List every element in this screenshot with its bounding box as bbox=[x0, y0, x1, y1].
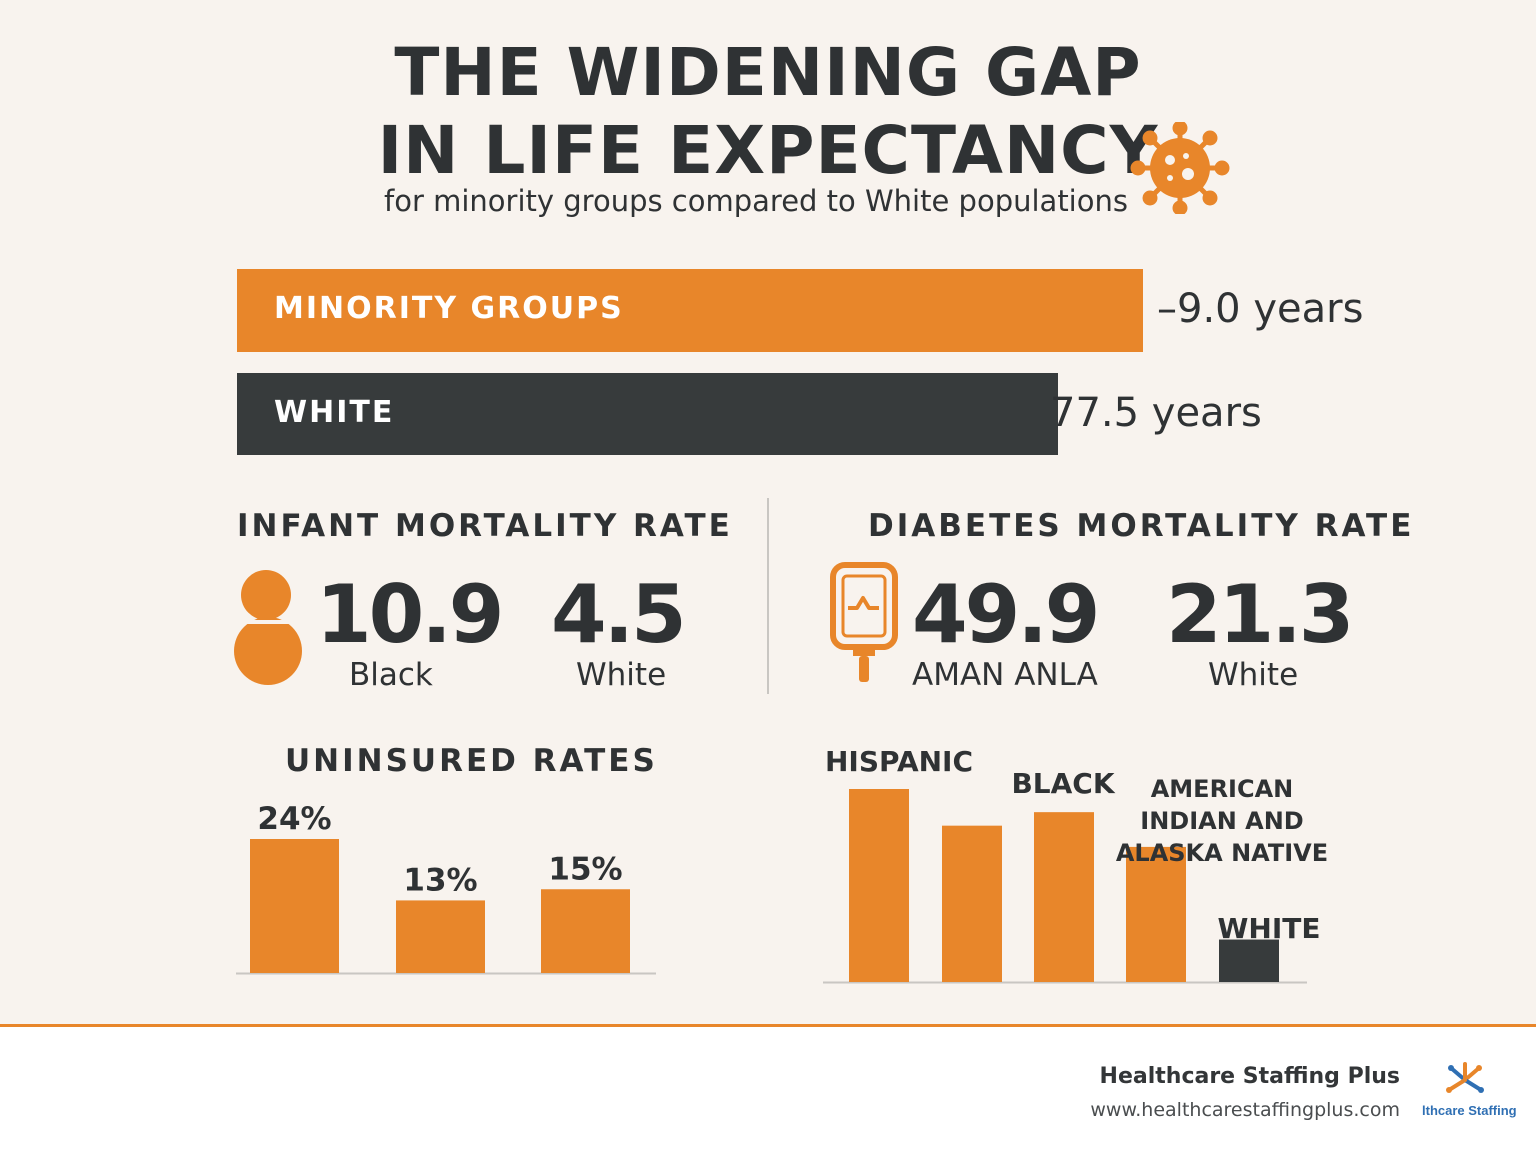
people-star-logo-icon bbox=[1446, 1062, 1484, 1093]
group-category-label: AMERICAN INDIAN AND ALASKA NATIVE bbox=[1116, 775, 1328, 867]
footer-company-name: Healthcare Staffing Plus bbox=[1099, 1064, 1400, 1089]
diabetes-mortality-title: DIABETES MORTALITY RATE bbox=[868, 508, 1415, 544]
person-icon bbox=[234, 570, 306, 685]
glucose-meter-icon bbox=[830, 562, 898, 682]
uninsured-value-label: 15% bbox=[548, 851, 622, 887]
uninsured-bar bbox=[396, 900, 485, 973]
infant-mortality-title: INFANT MORTALITY RATE bbox=[237, 508, 733, 544]
page-title-line2: IN LIFE EXPECTANCY bbox=[377, 112, 1159, 189]
uninsured-bar bbox=[541, 889, 630, 973]
minority-groups-value: –9.0 years bbox=[1157, 286, 1364, 332]
uninsured-value-label: 13% bbox=[403, 862, 477, 898]
page-subtitle: for minority groups compared to White po… bbox=[384, 184, 1128, 218]
diabetes-group-label: AMAN ANLA bbox=[912, 657, 1098, 693]
white-value: 77.5 years bbox=[1050, 390, 1262, 436]
diabetes-white-value: 21.3 bbox=[1166, 568, 1354, 661]
white-bar-label: WHITE bbox=[274, 395, 395, 430]
diabetes-white-label: White bbox=[1208, 657, 1299, 693]
page-title-line1: THE WIDENING GAP bbox=[394, 34, 1142, 111]
infant-black-label: Black bbox=[349, 657, 433, 693]
minority-groups-bar: MINORITY GROUPS bbox=[237, 269, 1143, 352]
uninsured-value-label: 24% bbox=[257, 801, 331, 837]
infant-black-value: 10.9 bbox=[316, 568, 504, 661]
virus-icon bbox=[1130, 122, 1230, 214]
uninsured-bar bbox=[250, 839, 339, 973]
group-category-label: BLACK bbox=[1011, 767, 1115, 800]
white-bar: WHITE bbox=[237, 373, 1058, 455]
group-category-label: HISPANIC bbox=[825, 745, 973, 778]
uninsured-rates-title: UNINSURED RATES bbox=[285, 743, 658, 779]
section-divider bbox=[767, 498, 769, 694]
footer-logo-text: lthcare Staffing bbox=[1422, 1103, 1517, 1118]
infant-white-label: White bbox=[576, 657, 667, 693]
group-bar bbox=[849, 789, 909, 982]
infant-white-value: 4.5 bbox=[551, 568, 687, 661]
group-bar bbox=[1219, 939, 1279, 982]
group-bar bbox=[942, 825, 1002, 982]
group-category-label: WHITE bbox=[1218, 912, 1321, 945]
uninsured-rates-chart: 24% 13% 15% bbox=[236, 801, 656, 975]
footer bbox=[0, 1024, 1536, 1157]
diabetes-group-value: 49.9 bbox=[912, 568, 1100, 661]
footer-url[interactable]: www.healthcarestaffingplus.com bbox=[1090, 1099, 1400, 1121]
minority-groups-bar-label: MINORITY GROUPS bbox=[274, 291, 624, 326]
group-bar-chart: HISPANIC BLACK AMERICAN INDIAN AND ALASKA NA… bbox=[823, 745, 1328, 984]
group-bar bbox=[1126, 846, 1186, 982]
group-bar bbox=[1034, 812, 1094, 982]
